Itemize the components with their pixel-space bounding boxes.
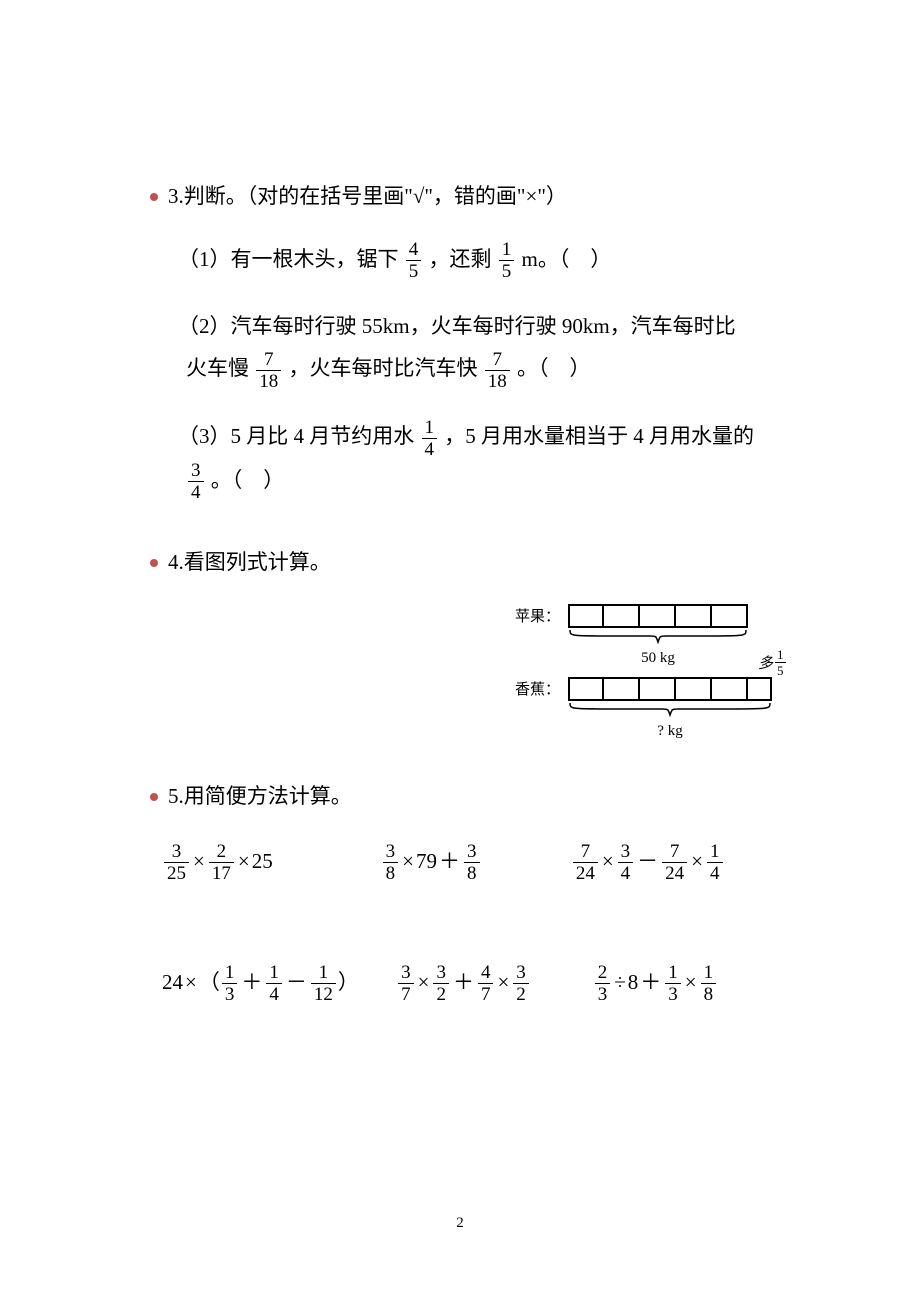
question-5-heading: 5.用简便方法计算。 (150, 780, 780, 814)
page-content: 3.判断。（对的在括号里画"√"，错的画"×"） （1）有一根木头，锯下 45 … (0, 0, 920, 1084)
page-number: 2 (0, 1215, 920, 1232)
brace-banana (568, 701, 772, 723)
expr-2: 38 × 79 ＋ 38 (381, 842, 571, 883)
question-3-heading: 3.判断。（对的在括号里画"√"，错的画"×"） (150, 180, 780, 214)
expr-row-1: 325 × 217 × 25 38 × 79 ＋ 38 724 × 34 － 7… (162, 842, 780, 963)
brace-icon (568, 628, 748, 644)
brace-apple (568, 628, 748, 650)
q3-item-3: （3）5 月比 4 月节约用水 14 ，5 月用水量相当于 4 月用水量的 34… (178, 415, 780, 502)
q3-2-text-c: ，火车每时比汽车快 (289, 356, 478, 380)
q3-3-text-a: （3）5 月比 4 月节约用水 (178, 424, 414, 448)
bar-cell (640, 677, 676, 701)
q3-item-1: （1）有一根木头，锯下 45 ，还剩 15 m。（ ） (178, 238, 780, 282)
q3-1-text-b: ，还剩 (429, 247, 492, 271)
diagram-row-banana: 香蕉： (510, 677, 830, 701)
q3-2-line2: 火车慢 718 ，火车每时比汽车快 718 。（ ） (186, 356, 591, 380)
expr-4: 24 × （ 13 ＋ 14 － 112 ） (162, 963, 396, 1004)
q3-3-line2: 34 。（ ） (186, 468, 284, 492)
q5-expressions: 325 × 217 × 25 38 × 79 ＋ 38 724 × 34 － 7… (162, 842, 780, 1084)
bar-cell (604, 604, 640, 628)
bar-cell (712, 604, 748, 628)
expr-5: 37 × 32 ＋ 47 × 32 (396, 963, 593, 1004)
bar-extra-cell (748, 677, 772, 701)
expr-1: 325 × 217 × 25 (162, 842, 381, 883)
bar-cell (568, 604, 604, 628)
extra-text: 多 (758, 652, 773, 673)
extra-fraction-label: 多 15 (758, 648, 788, 677)
apple-label: 苹果： (510, 605, 560, 626)
expr-row-2: 24 × （ 13 ＋ 14 － 112 ） 37 × 32 ＋ 47 × 32… (162, 963, 780, 1084)
bar-cell (604, 677, 640, 701)
q3-2-frac-1: 718 (256, 350, 281, 391)
question-4-heading: 4.看图列式计算。 (150, 546, 780, 580)
q3-2-frac-2: 718 (485, 350, 510, 391)
q3-1-text-a: （1）有一根木头，锯下 (178, 247, 399, 271)
q3-2-text-d: 。（ ） (517, 356, 591, 380)
bar-cell (640, 604, 676, 628)
q4-diagram: 苹果： 50 kg 多 15 香蕉： (510, 604, 830, 740)
banana-value: ? kg (568, 723, 772, 740)
banana-bar (568, 677, 772, 701)
q3-1-text-c: m。（ ） (522, 247, 612, 271)
q3-3-text-b: ，5 月用水量相当于 4 月用水量的 (444, 424, 754, 448)
q3-3-text-c: 。（ ） (211, 468, 285, 492)
q3-3-frac-1: 14 (422, 418, 438, 459)
bar-cell (568, 677, 604, 701)
bar-cell (676, 677, 712, 701)
bullet-icon (150, 559, 158, 567)
expr-3: 724 × 34 － 724 × 14 (571, 842, 780, 883)
apple-bar (568, 604, 748, 628)
q4-heading-text: 4.看图列式计算。 (168, 546, 331, 580)
q3-2-text-a: （2）汽车每时行驶 55km，火车每时行驶 90km，汽车每时比 (178, 314, 736, 338)
q3-heading-text: 3.判断。（对的在括号里画"√"，错的画"×"） (168, 180, 567, 214)
bullet-icon (150, 193, 158, 201)
q3-1-frac-1: 45 (406, 240, 422, 281)
q5-heading-text: 5.用简便方法计算。 (168, 780, 352, 814)
bar-cell (676, 604, 712, 628)
brace-icon (568, 701, 772, 717)
q3-2-text-b: 火车慢 (186, 356, 249, 380)
diagram-row-apple: 苹果： (510, 604, 830, 628)
q3-1-frac-2: 15 (499, 240, 515, 281)
banana-label: 香蕉： (510, 678, 560, 699)
q3-item-2: （2）汽车每时行驶 55km，火车每时行驶 90km，汽车每时比 火车慢 718… (178, 305, 780, 391)
bullet-icon (150, 793, 158, 801)
q3-3-frac-2: 34 (188, 461, 204, 502)
apple-value: 50 kg (568, 650, 748, 667)
extra-frac: 15 (775, 648, 786, 677)
expr-6: 23 ÷ 8 ＋ 13 × 18 (593, 963, 780, 1004)
bar-cell (712, 677, 748, 701)
